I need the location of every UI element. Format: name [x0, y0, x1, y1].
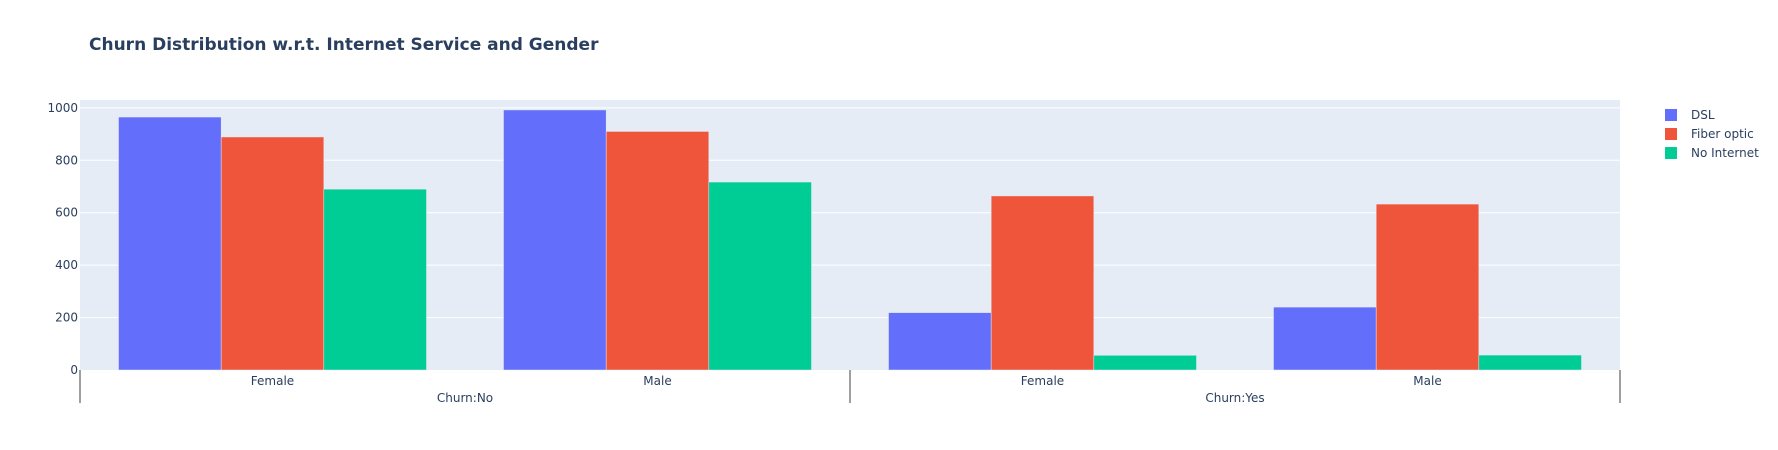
bar-no-internet[interactable]	[323, 188, 427, 371]
legend-swatch	[1665, 109, 1677, 121]
y-tick-label: 1000	[47, 101, 78, 115]
x-category-label: Male	[1413, 374, 1441, 388]
bar-no-internet[interactable]	[1478, 354, 1582, 371]
bar-layer	[118, 109, 1582, 371]
x-axis: Female Male Female Male Churn:No Churn:Yes	[79, 370, 1621, 405]
legend-swatch	[1665, 128, 1677, 140]
x-category-label: Male	[643, 374, 671, 388]
legend-swatch	[1665, 147, 1677, 159]
legend-item-fiber-optic[interactable]: Fiber optic	[1665, 127, 1754, 141]
chart-title: Churn Distribution w.r.t. Internet Servi…	[89, 35, 599, 55]
legend[interactable]: DSL Fiber optic No Internet	[1665, 108, 1759, 160]
x-category-label: Female	[251, 374, 294, 388]
y-tick-label: 200	[55, 311, 78, 325]
bar-dsl[interactable]	[118, 116, 222, 371]
y-tick-label: 800	[55, 153, 78, 167]
y-axis-ticks: 0 200 400 600 800 1000	[47, 101, 78, 377]
legend-item-dsl[interactable]: DSL	[1665, 108, 1715, 122]
bar-fiber-optic[interactable]	[605, 131, 710, 371]
y-tick-label: 0	[70, 363, 78, 377]
x-group-label: Churn:Yes	[1205, 391, 1264, 405]
legend-label: No Internet	[1691, 146, 1759, 160]
x-category-label: Female	[1021, 374, 1064, 388]
legend-item-no-internet[interactable]: No Internet	[1665, 146, 1759, 160]
bar-dsl[interactable]	[1273, 306, 1377, 371]
legend-label: Fiber optic	[1691, 127, 1754, 141]
bar-fiber-optic[interactable]	[1375, 203, 1480, 371]
bar-no-internet[interactable]	[1093, 355, 1197, 371]
bar-dsl[interactable]	[888, 312, 992, 371]
legend-label: DSL	[1691, 108, 1715, 122]
x-group-label: Churn:No	[437, 391, 493, 405]
y-tick-label: 600	[55, 206, 78, 220]
bar-dsl[interactable]	[503, 109, 607, 371]
bar-no-internet[interactable]	[708, 181, 812, 371]
y-tick-label: 400	[55, 258, 78, 272]
bar-fiber-optic[interactable]	[990, 195, 1095, 371]
bar-fiber-optic[interactable]	[220, 136, 325, 371]
